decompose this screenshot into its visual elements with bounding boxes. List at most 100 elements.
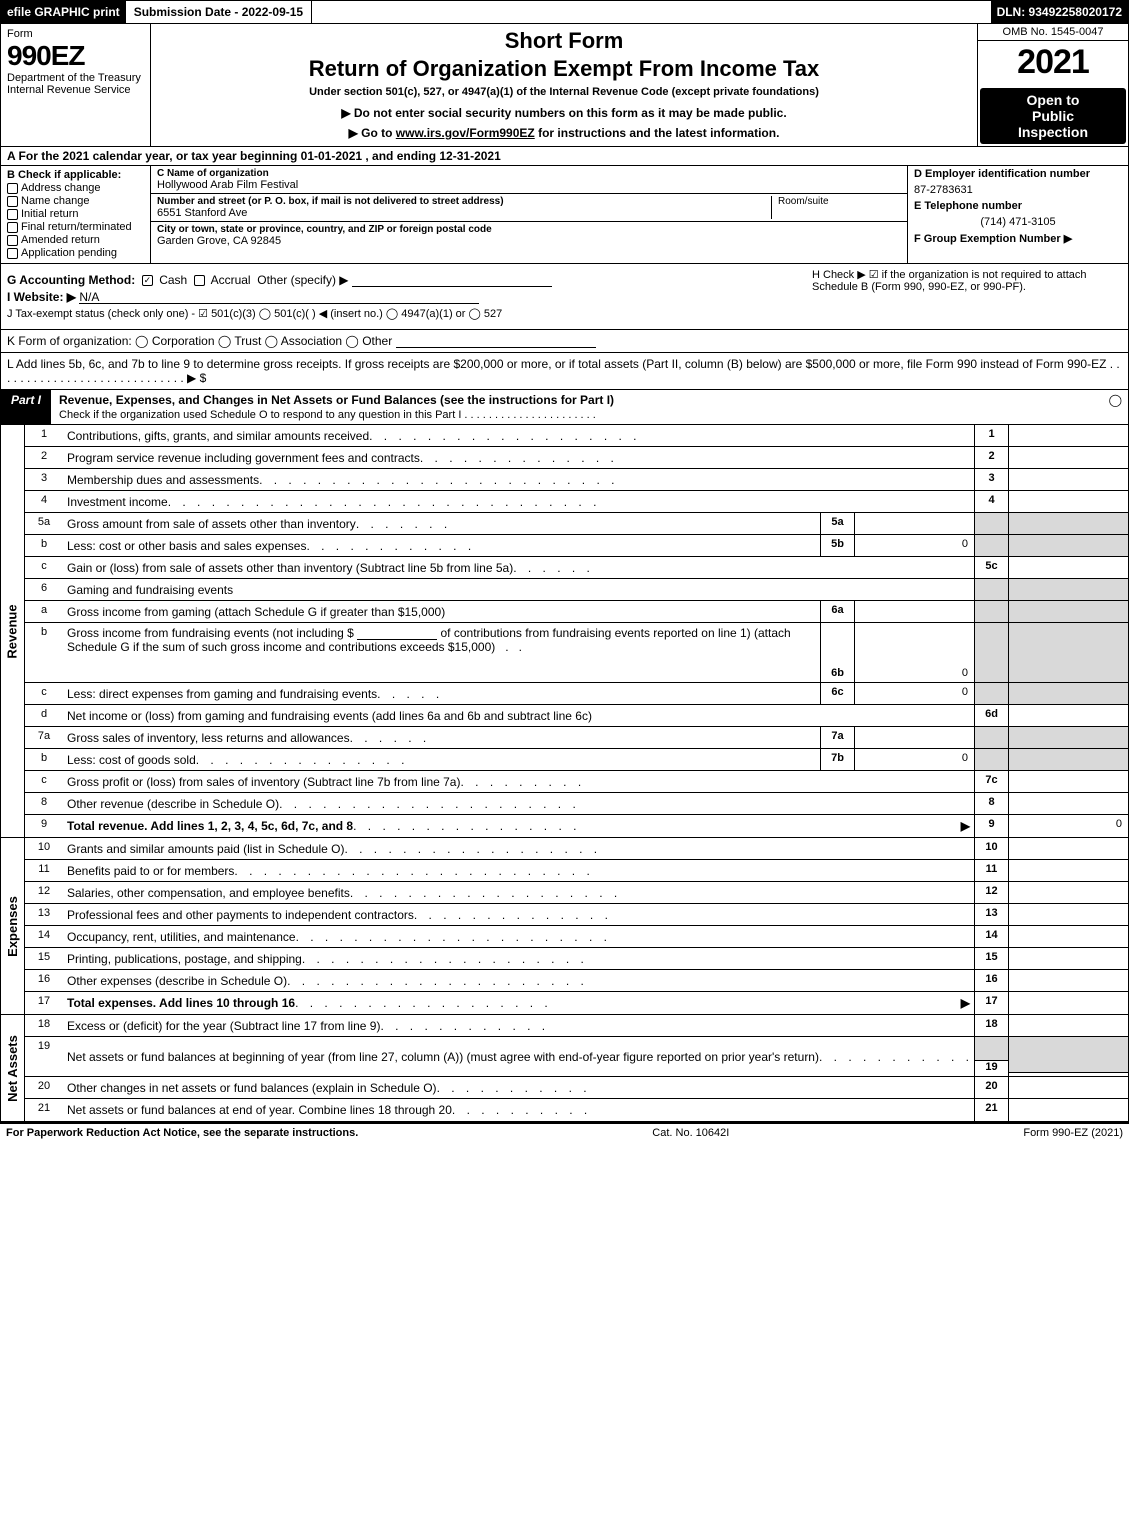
chk-cash[interactable]	[142, 275, 153, 286]
line-rnum	[974, 601, 1008, 622]
room-suite: Room/suite	[771, 196, 901, 219]
chk-name-change[interactable]: Name change	[7, 195, 144, 207]
line-rval	[1008, 1099, 1128, 1121]
line-20: 20 Other changes in net assets or fund b…	[25, 1077, 1128, 1099]
phone-label: E Telephone number	[908, 198, 1128, 214]
section-l: L Add lines 5b, 6c, and 7b to line 9 to …	[1, 353, 1128, 390]
other-label: Other (specify) ▶	[257, 273, 348, 287]
line-5b: b Less: cost or other basis and sales ex…	[25, 535, 1128, 557]
chk-accrual[interactable]	[194, 275, 205, 286]
chk-final-return[interactable]: Final return/terminated	[7, 221, 144, 233]
mini-val	[854, 727, 974, 748]
side-revenue-label: Revenue	[5, 604, 20, 658]
line-rnum: 8	[974, 793, 1008, 814]
chk-label: Address change	[21, 182, 101, 194]
line-rval	[1008, 749, 1128, 770]
line-desc: Total revenue. Add lines 1, 2, 3, 4, 5c,…	[63, 815, 974, 837]
mini-num: 6c	[820, 683, 854, 704]
section-k: K Form of organization: ◯ Corporation ◯ …	[1, 330, 1128, 353]
form-word: Form	[7, 28, 144, 40]
tax-year: 2021	[978, 41, 1128, 86]
line-rnum	[974, 727, 1008, 748]
line-rnum	[974, 513, 1008, 534]
part1-sub: Check if the organization used Schedule …	[59, 409, 596, 421]
line-num: d	[25, 705, 63, 726]
line-rnum: 21	[974, 1099, 1008, 1121]
chk-label: Initial return	[21, 208, 78, 220]
open3: Inspection	[982, 124, 1124, 140]
line-desc: Gross amount from sale of assets other t…	[63, 513, 820, 534]
chk-initial-return[interactable]: Initial return	[7, 208, 144, 220]
line-desc: Salaries, other compensation, and employ…	[63, 882, 974, 903]
line-rval	[1008, 771, 1128, 792]
line-11: 11 Benefits paid to or for members. . . …	[25, 860, 1128, 882]
line-5c: c Gain or (loss) from sale of assets oth…	[25, 557, 1128, 579]
line-rval	[1008, 882, 1128, 903]
open1: Open to	[982, 92, 1124, 108]
line-desc: Excess or (deficit) for the year (Subtra…	[63, 1015, 974, 1036]
mini-num: 7b	[820, 749, 854, 770]
under-text: Under section 501(c), 527, or 4947(a)(1)…	[159, 86, 969, 98]
goto-line: ▶ Go to www.irs.gov/Form990EZ for instru…	[159, 126, 969, 140]
line-rval	[1008, 860, 1128, 881]
net-assets-section: Net Assets 18 Excess or (deficit) for th…	[1, 1015, 1128, 1123]
omb-number: OMB No. 1545-0047	[978, 24, 1128, 41]
other-specify-input[interactable]	[352, 273, 552, 287]
line-desc: Grants and similar amounts paid (list in…	[63, 838, 974, 859]
line-rval	[1008, 601, 1128, 622]
city-box: City or town, state or province, country…	[151, 222, 907, 263]
contrib-amount-input[interactable]	[357, 626, 437, 640]
line-rnum: 3	[974, 469, 1008, 490]
part1-tag: Part I	[1, 390, 51, 424]
line-desc: Less: cost of goods sold. . . . . . . . …	[63, 749, 820, 770]
line-5a: 5a Gross amount from sale of assets othe…	[25, 513, 1128, 535]
line-8: 8 Other revenue (describe in Schedule O)…	[25, 793, 1128, 815]
line-rnum: 4	[974, 491, 1008, 512]
goto-link[interactable]: www.irs.gov/Form990EZ	[396, 126, 535, 140]
line-desc: Net income or (loss) from gaming and fun…	[63, 705, 974, 726]
line-desc: Occupancy, rent, utilities, and maintena…	[63, 926, 974, 947]
mini-num: 6a	[820, 601, 854, 622]
line-12: 12 Salaries, other compensation, and emp…	[25, 882, 1128, 904]
line-rnum: 13	[974, 904, 1008, 925]
footer: For Paperwork Reduction Act Notice, see …	[0, 1124, 1129, 1142]
line-rval	[1008, 513, 1128, 534]
part1-checkbox[interactable]: ◯	[1103, 390, 1128, 424]
mini-num: 5a	[820, 513, 854, 534]
line-4: 4 Investment income. . . . . . . . . . .…	[25, 491, 1128, 513]
line-num: 21	[25, 1099, 63, 1121]
efile-link[interactable]: efile GRAPHIC print	[1, 1, 126, 23]
line-desc: Contributions, gifts, grants, and simila…	[63, 425, 974, 446]
ein-label: D Employer identification number	[908, 166, 1128, 182]
line-desc: Gross income from gaming (attach Schedul…	[63, 601, 820, 622]
section-ghij: H Check ▶ ☑ if the organization is not r…	[1, 264, 1128, 330]
line-desc: Other revenue (describe in Schedule O). …	[63, 793, 974, 814]
line-6b: b Gross income from fundraising events (…	[25, 623, 1128, 683]
line-rval	[1008, 1037, 1128, 1076]
line-9: 9 Total revenue. Add lines 1, 2, 3, 4, 5…	[25, 815, 1128, 837]
line-desc: Membership dues and assessments. . . . .…	[63, 469, 974, 490]
b-header: B Check if applicable:	[7, 169, 144, 181]
line-rval	[1008, 970, 1128, 991]
line-16: 16 Other expenses (describe in Schedule …	[25, 970, 1128, 992]
chk-application-pending[interactable]: Application pending	[7, 247, 144, 259]
chk-label: Name change	[21, 195, 90, 207]
line-rnum: 12	[974, 882, 1008, 903]
line-rnum: 15	[974, 948, 1008, 969]
goto-pre: ▶ Go to	[349, 126, 396, 140]
line-rnum: 11	[974, 860, 1008, 881]
line-21: 21 Net assets or fund balances at end of…	[25, 1099, 1128, 1121]
k-other-input[interactable]	[396, 334, 596, 348]
k-text: K Form of organization: ◯ Corporation ◯ …	[7, 334, 392, 348]
line-desc: Gross sales of inventory, less returns a…	[63, 727, 820, 748]
chk-amended-return[interactable]: Amended return	[7, 234, 144, 246]
chk-address-change[interactable]: Address change	[7, 182, 144, 194]
section-h: H Check ▶ ☑ if the organization is not r…	[812, 268, 1122, 293]
mini-val	[854, 601, 974, 622]
line-num: b	[25, 623, 63, 682]
line-num: 13	[25, 904, 63, 925]
line-rval	[1008, 557, 1128, 578]
city-label: City or town, state or province, country…	[157, 224, 901, 235]
line-num: 16	[25, 970, 63, 991]
line-14: 14 Occupancy, rent, utilities, and maint…	[25, 926, 1128, 948]
